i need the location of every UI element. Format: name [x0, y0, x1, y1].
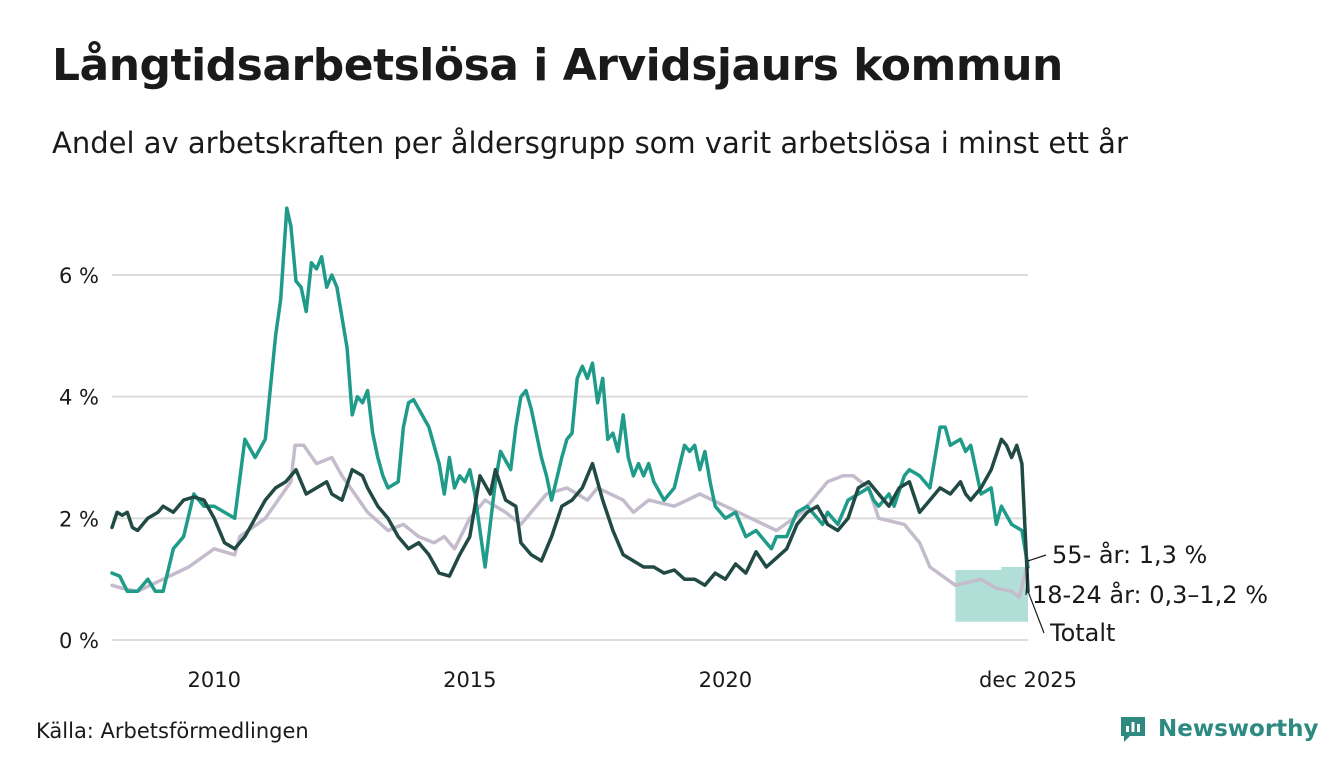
series-label: 18-24 år: 0,3–1,2 % — [1032, 580, 1268, 609]
newsworthy-logo-icon — [1121, 717, 1145, 742]
chart-title: Långtidsarbetslösa i Arvidsjaurs kommun — [52, 40, 1063, 91]
label-leader — [1027, 591, 1045, 634]
label-leader — [1025, 566, 1029, 596]
y-tick-label: 4 % — [59, 386, 99, 410]
grid-lines — [112, 274, 1028, 641]
series-line — [110, 206, 1030, 594]
x-tick-label: 2010 — [188, 668, 241, 692]
y-tick-label: 2 % — [59, 507, 99, 531]
y-tick-label: 0 % — [59, 629, 99, 653]
y-axis: 0 % 2 % 4 % 6 % — [59, 264, 99, 653]
series-line — [110, 437, 1030, 594]
series-labels: 55- år: 1,3 % 18-24 år: 0,3–1,2 % Totalt — [1025, 540, 1268, 647]
x-tick-label: dec 2025 — [979, 668, 1077, 692]
brand-logo[interactable]: Newsworthy — [1118, 714, 1319, 744]
chart-subtitle: Andel av arbetskraften per åldersgrupp s… — [52, 126, 1128, 160]
series-label: 55- år: 1,3 % — [1052, 540, 1207, 569]
series-line — [110, 443, 1030, 600]
x-axis: 2010 2015 2020 dec 2025 — [188, 668, 1077, 692]
series-lines — [110, 206, 1030, 600]
brand-name: Newsworthy — [1158, 716, 1319, 742]
label-leader — [1027, 554, 1047, 562]
source-note: Källa: Arbetsförmedlingen — [36, 719, 309, 743]
x-tick-label: 2020 — [699, 668, 752, 692]
series-label: Totalt — [1049, 619, 1115, 647]
x-tick-label: 2015 — [443, 668, 496, 692]
y-tick-label: 6 % — [59, 264, 99, 288]
